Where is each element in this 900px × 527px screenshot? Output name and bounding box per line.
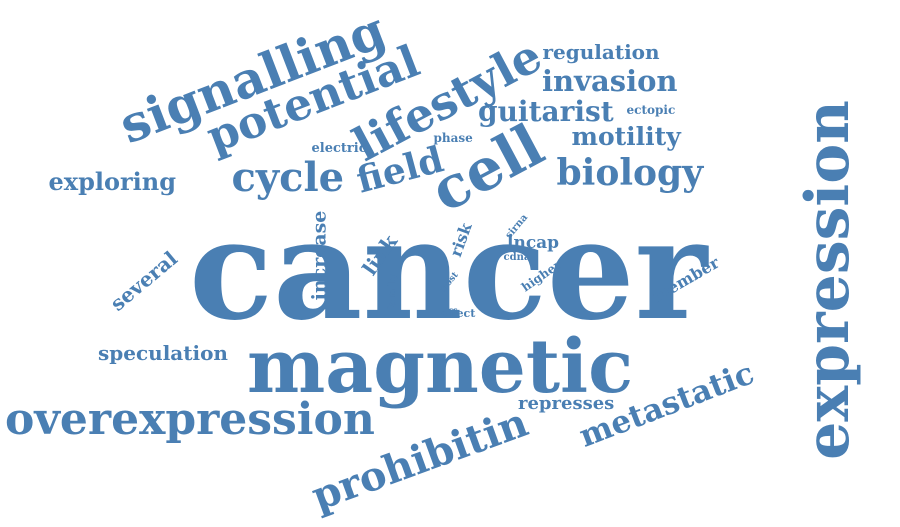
word-represses: represses xyxy=(518,393,615,414)
word-lncap: lncap xyxy=(507,232,560,253)
word-biology: biology xyxy=(556,152,704,194)
word-overexpression: overexpression xyxy=(5,394,375,445)
word-guitarist: guitarist xyxy=(478,95,614,128)
word-magnetic: magnetic xyxy=(247,324,634,410)
word-electric: electric xyxy=(311,140,367,156)
word-expression: expression xyxy=(792,100,863,460)
word-effect: effect xyxy=(440,306,476,320)
word-ectopic: ectopic xyxy=(626,103,676,117)
word-increase: increase xyxy=(308,210,331,300)
word-cancer: cancer xyxy=(189,188,708,351)
word-phase: phase xyxy=(433,131,473,145)
word-motility: motility xyxy=(571,121,681,151)
word-invasion: invasion xyxy=(542,63,678,98)
word-regulation: regulation xyxy=(542,40,660,64)
word-family: family xyxy=(385,272,399,312)
word-cycle: cycle xyxy=(231,154,345,201)
word-speculation: speculation xyxy=(98,341,228,365)
word-cdna: cdna xyxy=(503,252,531,263)
word-exploring: exploring xyxy=(48,167,176,196)
word-several: several xyxy=(105,246,182,316)
